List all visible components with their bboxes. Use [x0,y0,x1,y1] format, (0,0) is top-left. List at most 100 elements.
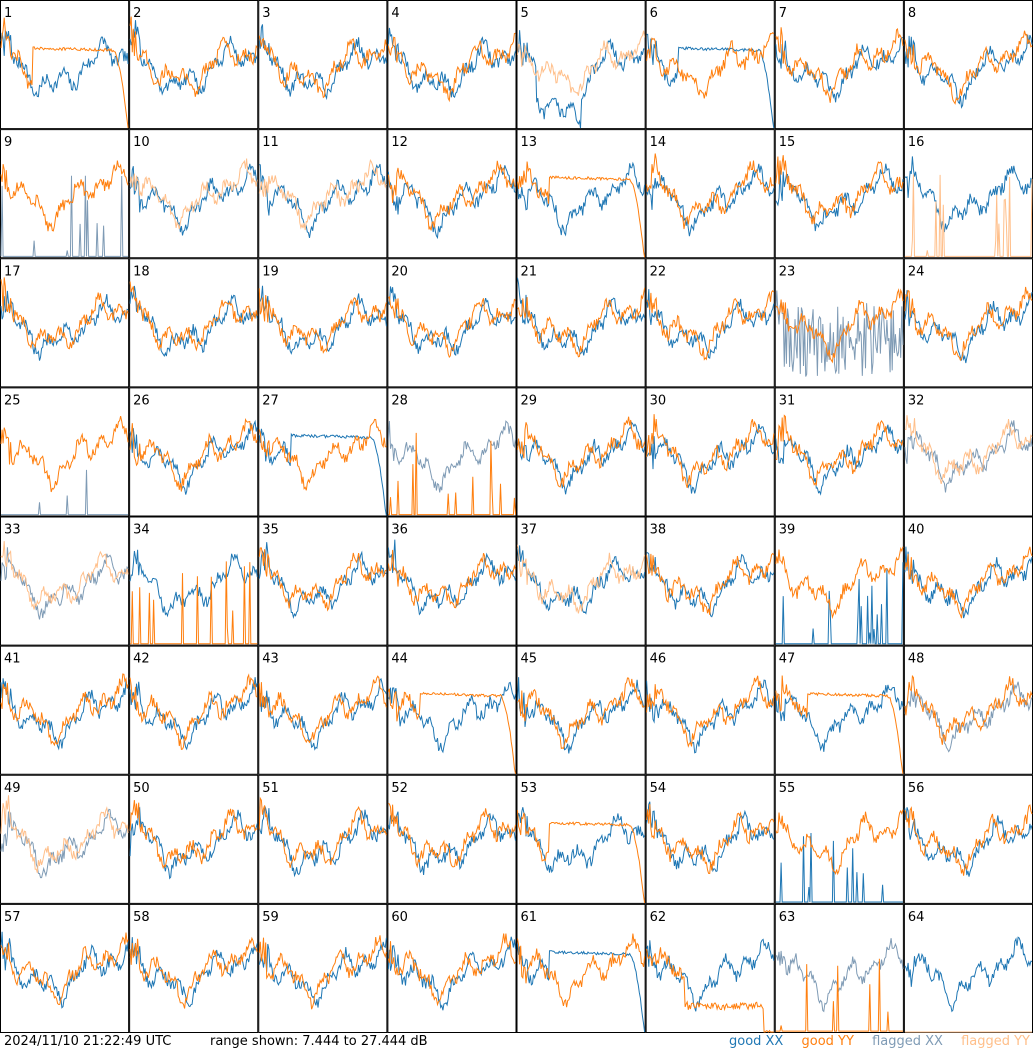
series-line-flagged-yy [517,30,646,96]
panel-frame [0,516,130,646]
panel-label: 32 [908,393,925,408]
series-line-flagged-xx [0,175,129,257]
series-line-good-yy [904,674,1033,745]
series-line-good-xx [775,37,904,103]
panel-label: 5 [521,6,529,21]
panel-frame [516,258,646,388]
panel-frame [387,129,517,259]
panel-frame [0,129,130,259]
panel-frame [645,903,775,1033]
panel-49: 49 [0,774,130,904]
series-line-good-xx [646,289,775,359]
series-line-good-xx [0,290,129,361]
series-line-flagged-yy [0,795,129,873]
panel-25: 25 [0,387,130,517]
series-line-good-xx [517,30,645,129]
panel-27: 27 [258,387,388,517]
panel-40: 40 [903,516,1033,646]
panel-frame [774,387,904,517]
panel-frame [516,903,646,1033]
panel-15: 15 [774,129,904,259]
series-line-good-yy [646,675,775,748]
series-line-good-xx [646,679,775,754]
panel-11: 11 [258,129,388,259]
series-line-flagged-xx [904,420,1033,493]
panel-label: 14 [650,135,667,150]
panel-label: 40 [908,523,925,538]
panel-47: 47 [774,645,904,775]
series-line-good-xx [129,163,258,236]
panel-label: 34 [133,523,150,538]
panel-12: 12 [387,129,517,259]
panel-33: 33 [0,516,130,646]
panel-label: 26 [133,393,150,408]
series-line-good-xx [388,681,516,754]
panel-frame [258,903,388,1033]
panel-label: 15 [779,135,796,150]
series-line-good-yy [904,546,1033,619]
panel-17: 17 [0,258,130,388]
series-line-good-xx [517,545,646,615]
panel-label: 3 [262,6,270,21]
panel-frame [258,645,388,775]
series-line-good-xx [646,423,775,494]
panel-44: 44 [387,645,517,775]
series-line-flagged-xx [775,290,904,377]
series-line-good-yy [387,32,516,103]
panel-frame [774,774,904,904]
series-line-good-xx [775,562,904,645]
panel-label: 35 [262,523,279,538]
panel-60: 60 [387,903,517,1033]
panel-label: 45 [521,652,538,667]
panel-54: 54 [645,774,775,904]
panel-16: 16 [903,129,1033,259]
series-line-good-yy [129,417,258,492]
panel-label: 64 [908,910,925,925]
series-line-good-xx [775,832,903,903]
panel-label: 57 [4,910,21,925]
series-line-good-xx [904,290,1033,364]
panel-label: 27 [262,393,279,408]
series-line-good-xx [387,286,516,357]
series-line-good-xx [258,428,387,516]
panel-41: 41 [0,645,130,775]
panel-48: 48 [903,645,1033,775]
series-line-good-yy [775,546,904,620]
panel-label: 52 [391,781,408,796]
panel-label: 49 [4,781,21,796]
series-line-good-yy [129,673,258,751]
panel-29: 29 [516,387,646,517]
series-line-good-yy [258,35,387,99]
panel-21: 21 [516,258,646,388]
panel-label: 38 [650,523,667,538]
series-line-good-yy [775,809,904,876]
panel-label: 63 [779,910,796,925]
panel-22: 22 [645,258,775,388]
panel-19: 19 [258,258,388,388]
series-line-good-yy [258,288,387,354]
panel-label: 46 [650,652,667,667]
series-line-good-yy [517,933,646,1008]
series-line-flagged-xx [0,808,129,879]
panel-frame [774,0,904,130]
series-line-good-xx [129,677,258,751]
series-line-flagged-xx [904,681,1033,753]
panel-58: 58 [129,903,259,1033]
series-line-good-yy [775,958,903,1032]
panel-label: 55 [779,781,796,796]
panel-label: 16 [908,135,925,150]
panel-label: 28 [391,393,408,408]
panel-frame [516,516,646,646]
panel-label: 56 [908,781,925,796]
panel-label: 4 [391,6,399,21]
series-line-good-yy [517,287,646,358]
panel-45: 45 [516,645,646,775]
panel-frame [258,258,388,388]
legend: good XX good YY flagged XX flagged YY [715,1034,1030,1049]
panel-label: 10 [133,135,150,150]
panel-8: 8 [903,0,1033,130]
series-line-flagged-xx [387,420,516,493]
panel-label: 13 [521,135,538,150]
panel-frame [258,0,388,130]
series-line-flagged-yy [904,415,1033,485]
